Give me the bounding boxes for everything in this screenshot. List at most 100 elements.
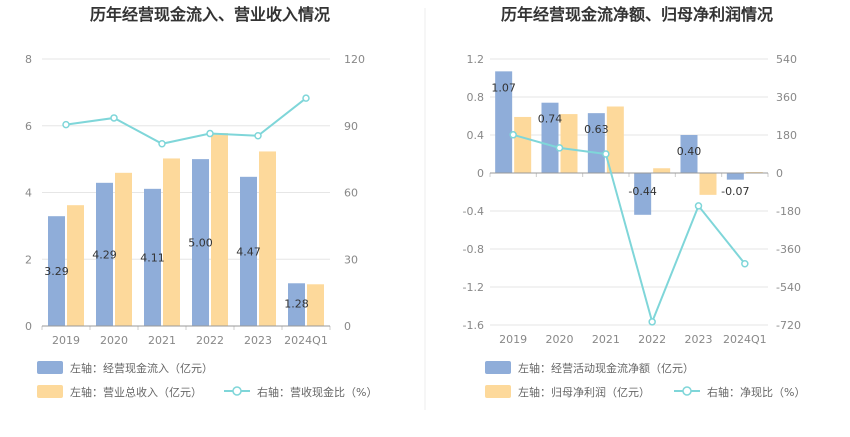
chart-2-x-tick-label: 2021: [592, 333, 620, 346]
chart-1-left-tick-label: 2: [25, 253, 32, 266]
chart-1-bar-secondary: [307, 284, 324, 326]
chart-2-line-point: [741, 260, 749, 268]
chart-2-bar-primary: [541, 102, 559, 173]
chart-2-right-tick-label: 180: [776, 129, 797, 142]
chart-1-line-point: [62, 120, 70, 129]
chart-2-x-tick-label: 2020: [546, 333, 574, 346]
chart-1-data-label: 4.11: [140, 251, 165, 264]
chart-1-left-tick-label: 8: [25, 53, 32, 66]
chart-2-left-tick-label: 1.2: [467, 53, 485, 66]
chart-1-bar-secondary: [163, 158, 180, 326]
chart-2-bar-secondary: [653, 168, 671, 173]
chart-2-legend-swatch-secondary: [485, 385, 511, 398]
chart-1-right-tick-label: 30: [344, 253, 358, 266]
chart-2-x-tick-label: 2023: [685, 333, 713, 346]
chart-2-line-point: [602, 150, 610, 158]
chart-1-bar-secondary: [67, 205, 84, 326]
chart-2-x-tick-label: 2019: [499, 333, 527, 346]
chart-1-data-label: 1.28: [284, 297, 309, 310]
chart-2-bar-secondary: [699, 173, 717, 195]
chart-1-bar-secondary: [211, 133, 228, 326]
chart-2-left-tick-label: 0.8: [467, 91, 485, 104]
chart-2-legend-swatch-primary: [485, 361, 511, 374]
chart-2-legend-label-primary: 左轴：经营活动现金流净额（亿元）: [518, 361, 694, 375]
chart-2-bar-primary: [680, 135, 698, 173]
chart-2-legend-label-secondary: 左轴：归母净利润（亿元）: [518, 385, 650, 399]
chart-1-line-point: [302, 94, 310, 102]
chart-2-bar-primary: [495, 71, 513, 173]
chart-1-bar-primary: [288, 283, 305, 326]
chart-1-bar-primary: [96, 182, 113, 326]
chart-1-legend-swatch-secondary: [37, 385, 63, 398]
chart-2-right-tick-label: -180: [776, 205, 801, 218]
chart-2-left-tick-label: 0: [477, 167, 484, 180]
chart-2-data-label: 0.74: [538, 113, 563, 126]
chart-1-x-tick-label: 2019: [52, 334, 80, 347]
chart-2-right-tick-label: 0: [776, 167, 783, 180]
chart-2-bar-secondary: [514, 116, 532, 173]
chart-2-bar-secondary: [606, 106, 624, 173]
chart-1-right-tick-label: 60: [344, 187, 358, 200]
chart-2-data-label: -0.07: [721, 185, 749, 198]
chart-1-x-tick-label: 2020: [100, 334, 128, 347]
chart-2-line-point: [694, 202, 703, 210]
chart-2-bar-secondary: [560, 114, 578, 173]
chart-2-right-tick-label: -540: [776, 281, 801, 294]
chart-1-legend-label-secondary: 左轴：营业总收入（亿元）: [70, 385, 202, 399]
chart-1-right-tick-label: 0: [344, 320, 351, 333]
chart-1-right-tick-label: 90: [344, 120, 358, 133]
chart-1-legend-label-line: 右轴：营收现金比（%）: [257, 385, 377, 399]
chart-2-left-tick-label: -1.2: [463, 281, 484, 294]
chart-2-data-label: 0.63: [584, 123, 609, 136]
chart-1-x-tick-label: 2021: [148, 334, 176, 347]
chart-2-legend-swatch-line-marker: [682, 386, 692, 396]
chart-2-right-tick-label: 540: [776, 53, 797, 66]
chart-1-line-point: [206, 129, 214, 138]
chart-1-bar-primary: [192, 159, 209, 326]
chart-2-line-series: [512, 133, 746, 325]
chart-2-data-label: -0.44: [628, 185, 656, 198]
chart-1-bar-secondary: [259, 151, 276, 326]
chart-1-bar-primary: [48, 216, 65, 326]
chart-1-data-label: 3.29: [44, 265, 69, 278]
chart-1-left-tick-label: 4: [25, 187, 32, 200]
chart-2-left-tick-label: -0.8: [463, 243, 484, 256]
chart-2-bar-primary: [634, 173, 652, 215]
chart-2-bar-primary: [587, 113, 605, 173]
chart-1-left-tick-label: 6: [25, 120, 32, 133]
chart-2-right-tick-label: -360: [776, 243, 801, 256]
chart-1-bar-primary: [144, 188, 161, 326]
chart-1-line-point: [158, 140, 166, 148]
chart-2-line-point: [555, 144, 564, 152]
chart-1-line-point: [254, 132, 262, 140]
chart-1-right-tick-label: 120: [344, 53, 365, 66]
chart-2-data-label: 1.07: [491, 81, 516, 94]
chart-2-line-point: [648, 318, 656, 326]
chart-2-title: 历年经营现金流净额、归母净利润情况: [501, 5, 773, 24]
chart-2-legend-label-line: 右轴：净现比（%）: [707, 385, 805, 399]
chart-1-bar-secondary: [115, 172, 132, 326]
chart-2-x-tick-label: 2022: [638, 333, 666, 346]
chart-1-legend-label-primary: 左轴：经营现金流入（亿元）: [70, 361, 213, 375]
chart-1-legend-swatch-primary: [37, 361, 63, 374]
chart-2-left-tick-label: -0.4: [463, 205, 484, 218]
chart-2-left-tick-label: -1.6: [463, 319, 484, 332]
chart-2-x-tick-label: 2024Q1: [723, 333, 767, 346]
chart-1-x-tick-label: 2024Q1: [284, 334, 328, 347]
chart-1-legend-swatch-line-marker: [232, 386, 242, 396]
chart-2-right-tick-label: 360: [776, 91, 797, 104]
chart-1-left-tick-label: 0: [25, 320, 32, 333]
chart-2-data-label: 0.40: [677, 145, 702, 158]
chart-1-data-label: 4.29: [92, 248, 117, 261]
chart-1-x-tick-label: 2023: [244, 334, 272, 347]
chart-1-data-label: 5.00: [188, 237, 213, 250]
chart-2-right-tick-label: -720: [776, 319, 801, 332]
chart-2-line-point: [509, 131, 517, 139]
chart-1-title: 历年经营现金流入、营业收入情况: [90, 5, 330, 24]
chart-1-bar-primary: [240, 176, 257, 326]
chart-1-data-label: 4.47: [236, 245, 261, 258]
chart-1-line-series: [65, 97, 307, 145]
chart-1-x-tick-label: 2022: [196, 334, 224, 347]
